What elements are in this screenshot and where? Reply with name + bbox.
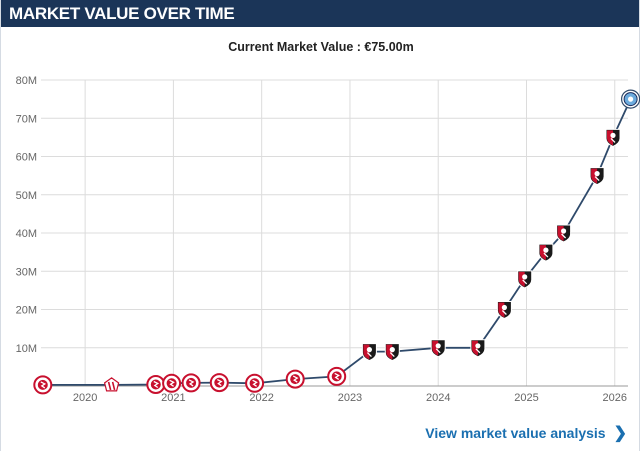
badge-body — [561, 233, 567, 239]
data-point — [33, 375, 53, 395]
y-tick-label: 80M — [16, 75, 37, 87]
data-point — [162, 373, 182, 393]
badge-figure — [169, 379, 175, 387]
data-point — [285, 369, 305, 389]
badge-head — [366, 347, 372, 353]
badge-head — [389, 347, 395, 353]
x-tick-label: 2026 — [603, 392, 627, 404]
badge-head — [610, 132, 616, 138]
badge-head — [435, 343, 441, 349]
data-point — [517, 270, 533, 289]
y-tick-label: 50M — [16, 190, 37, 202]
badge-body — [501, 310, 507, 315]
data-point — [470, 339, 486, 358]
data-point — [181, 373, 201, 393]
view-market-value-analysis-link[interactable]: View market value analysis ❯ — [425, 423, 627, 443]
x-tick-label: 2022 — [249, 392, 273, 404]
badge-center — [628, 96, 634, 102]
x-tick-label: 2025 — [514, 392, 538, 404]
badge-stripes — [107, 381, 116, 391]
x-tick-label: 2023 — [338, 392, 362, 404]
badge-body — [543, 252, 549, 258]
badge-body — [389, 352, 395, 358]
data-point — [538, 243, 554, 262]
chevron-right-icon: ❯ — [613, 425, 627, 442]
y-tick-label: 40M — [16, 228, 37, 240]
badge-figure — [292, 375, 299, 383]
data-point — [556, 224, 572, 243]
data-point — [361, 343, 377, 362]
data-point — [621, 89, 640, 109]
point-layer — [33, 89, 640, 395]
badge-head — [501, 304, 507, 311]
data-point — [605, 128, 621, 147]
badge-body — [594, 176, 600, 182]
badge-head — [522, 274, 528, 280]
y-tick-label: 20M — [16, 305, 37, 317]
sunderland-badge-icon — [103, 377, 120, 392]
card-header: MARKET VALUE OVER TIME — [1, 0, 639, 27]
badge-head — [561, 228, 567, 234]
axis-layer: 10M 20M 30M 40M 50M 60M 70M 80M 2020 2021 2022 2023… — [16, 75, 628, 404]
badge-body — [366, 352, 372, 358]
data-point — [496, 301, 512, 320]
card-title: MARKET VALUE OVER TIME — [9, 3, 235, 23]
badge-body — [435, 348, 441, 354]
y-tick-label: 60M — [16, 152, 37, 164]
badge-body — [610, 137, 616, 143]
data-point — [209, 373, 229, 393]
data-point — [327, 366, 347, 386]
badge-figure — [40, 381, 47, 389]
badge-body — [475, 348, 481, 354]
line-layer — [42, 98, 632, 386]
grid-layer — [41, 79, 628, 386]
badge-figure — [217, 379, 223, 387]
market-value-line — [42, 98, 632, 386]
x-tick-label: 2021 — [161, 392, 185, 404]
data-point — [384, 343, 400, 362]
link-label: View market value analysis — [425, 425, 606, 441]
badge-figure — [153, 380, 160, 389]
badge-figure — [188, 379, 195, 387]
badge-figure — [252, 379, 258, 387]
y-tick-label: 10M — [16, 343, 37, 355]
x-tick-label: 2024 — [426, 392, 450, 404]
data-point — [589, 167, 605, 186]
y-tick-label: 70M — [16, 113, 37, 125]
badge-figure — [334, 372, 340, 380]
badge-head — [543, 247, 549, 253]
badge-head — [475, 343, 481, 349]
data-point — [430, 339, 446, 358]
badge-body — [522, 279, 528, 285]
current-market-value: Current Market Value : €75.00m — [228, 40, 414, 54]
data-point — [103, 377, 120, 392]
data-point — [245, 373, 265, 393]
y-tick-label: 30M — [16, 266, 37, 278]
x-tick-label: 2020 — [73, 392, 97, 404]
badge-head — [594, 171, 600, 177]
data-point — [146, 375, 166, 394]
